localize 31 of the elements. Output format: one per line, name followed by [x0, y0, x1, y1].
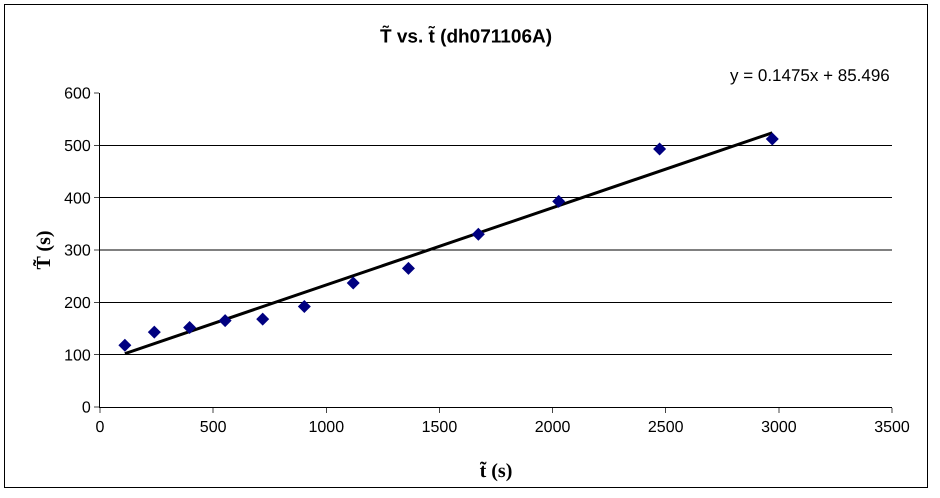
y-tick-label: 0: [82, 400, 91, 417]
text: y = 0.1475x + 85.496: [730, 66, 890, 85]
y-tick-label: 400: [64, 190, 91, 208]
point: [766, 132, 779, 146]
y-tick-label: 300: [64, 242, 91, 260]
x-tick-label: 2500: [648, 419, 684, 436]
x-tick-label: 0: [96, 419, 105, 436]
y-axis-title: T̃ (s): [32, 230, 55, 270]
chart-title: T̃ vs. t̃ (dh071106A): [380, 24, 552, 48]
x-tick-label: 1000: [308, 419, 344, 436]
point: [256, 312, 270, 326]
point: [183, 320, 196, 334]
point: [218, 314, 232, 328]
x-tick-label: 2000: [534, 419, 570, 436]
x-axis-title: t̃ (s): [480, 460, 512, 482]
point: [118, 338, 132, 352]
x-tick-label: 1500: [422, 419, 458, 436]
point: [653, 142, 666, 156]
point: [346, 276, 360, 290]
y-tick-label: 100: [64, 347, 91, 364]
x-tick-label: 3000: [761, 419, 797, 436]
y-tick-label: 200: [64, 294, 91, 312]
point: [552, 194, 566, 208]
y-tick-label: 600: [64, 86, 91, 103]
y-tick-label: 500: [64, 138, 91, 155]
point: [298, 300, 311, 314]
point: [402, 262, 415, 275]
point: [472, 228, 485, 241]
point: [148, 326, 161, 339]
x-tick-label: 3500: [874, 419, 910, 436]
x-tick-label: 500: [200, 419, 227, 436]
